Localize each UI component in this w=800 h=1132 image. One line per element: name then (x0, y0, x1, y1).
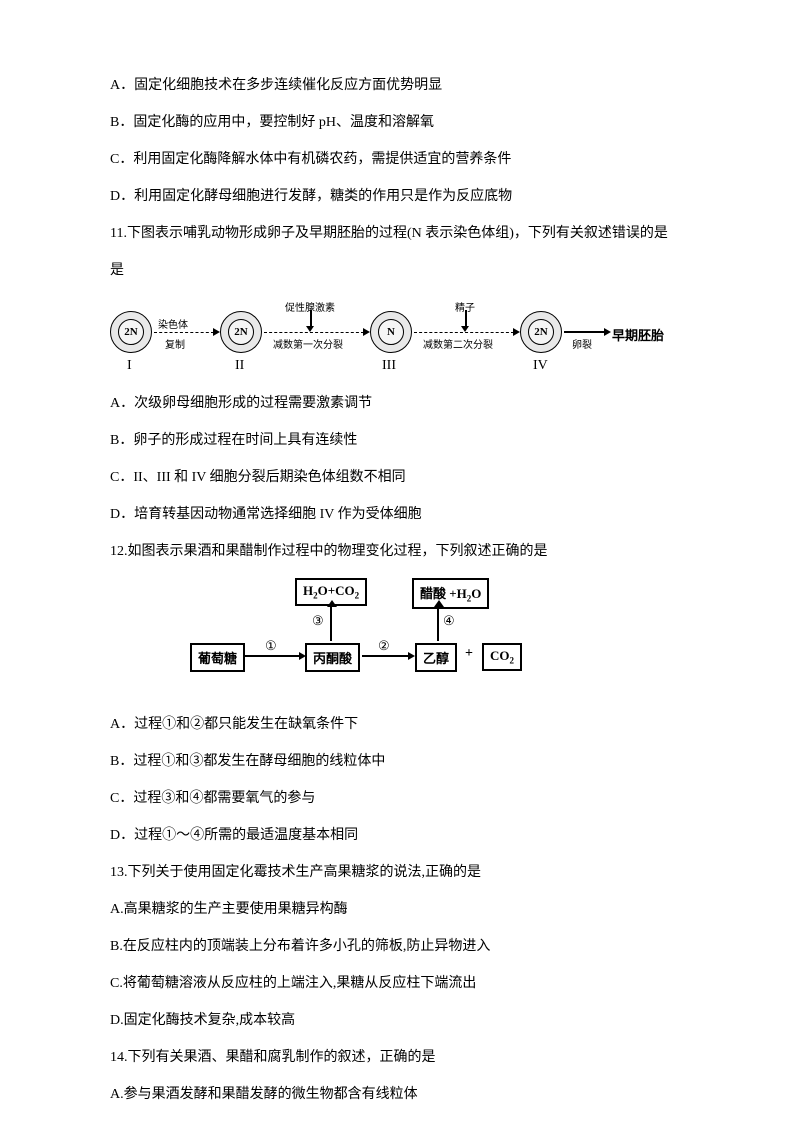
box-co2: CO2 (482, 643, 522, 671)
arrow-head-2-3 (363, 328, 370, 336)
option-c-q10: C．利用固定化酶降解水体中有机磷农药，需提供适宜的营养条件 (110, 149, 690, 170)
option-b-q13: B.在反应柱内的顶端装上分布着许多小孔的筛板,防止异物进入 (110, 936, 690, 957)
option-a-q13: A.高果糖浆的生产主要使用果糖异构酶 (110, 899, 690, 920)
cell-2-inner: 2N (228, 319, 254, 345)
option-c-q12: C．过程③和④都需要氧气的参与 (110, 788, 690, 809)
arrow-head-glucose-pyruvate (299, 652, 306, 660)
arrow-glucose-pyruvate (245, 655, 301, 657)
label-step3-bot: 减数第二次分裂 (423, 336, 493, 351)
stem-q11-cont: 是 (110, 260, 690, 281)
label-step2-bot: 减数第一次分裂 (273, 336, 343, 351)
roman-2: II (235, 358, 244, 374)
fermentation-diagram: H2O+CO2 醋酸 +H2O 葡萄糖 丙酮酸 乙醇 + CO2 ① ② ③ ④ (110, 578, 690, 698)
option-b-q12: B．过程①和③都发生在酵母细胞的线粒体中 (110, 751, 690, 772)
option-c-q13: C.将葡萄糖溶液从反应柱的上端注入,果糖从反应柱下端流出 (110, 973, 690, 994)
label-step1-bot: 复制 (165, 336, 185, 351)
stem-q11: 11.下图表示哺乳动物形成卵子及早期胚胎的过程(N 表示染色体组)，下列有关叙述… (110, 223, 690, 244)
arrow-ethanol-acetic (437, 605, 439, 641)
stem-q12: 12.如图表示果酒和果醋制作过程中的物理变化过程，下列叙述正确的是 (110, 541, 690, 562)
box-acetic: 醋酸 +H2O (412, 578, 489, 609)
arrow-pyruvate-h2oco2 (330, 605, 332, 641)
option-a-q14: A.参与果酒发酵和果醋发酵的微生物都含有线粒体 (110, 1084, 690, 1105)
num-1: ① (265, 638, 277, 654)
arrow-head-pyruvate-ethanol (408, 652, 415, 660)
option-b-q10: B．固定化酶的应用中，要控制好 pH、温度和溶解氧 (110, 112, 690, 133)
arrow-head-1-2 (213, 328, 220, 336)
cell-4-inner: 2N (528, 319, 554, 345)
box-ethanol: 乙醇 (415, 643, 457, 672)
label-step4-bot: 卵裂 (572, 336, 592, 351)
roman-1: I (127, 358, 132, 374)
cell-1-inner: 2N (118, 319, 144, 345)
plus-sign: + (465, 646, 473, 662)
option-a-q10: A．固定化细胞技术在多步连续催化反应方面优势明显 (110, 75, 690, 96)
option-d-q12: D．过程①～④所需的最适温度基本相同 (110, 825, 690, 846)
label-step1-top: 染色体 (158, 316, 188, 331)
box-glucose: 葡萄糖 (190, 643, 245, 672)
num-2: ② (378, 638, 390, 654)
option-a-q12: A．过程①和②都只能发生在缺氧条件下 (110, 714, 690, 735)
arrow-head-up-4 (434, 600, 444, 607)
option-b-q11: B．卵子的形成过程在时间上具有连续性 (110, 430, 690, 451)
cell-development-diagram: 2N 2N N 2N 染色体 复制 促性腺激素 减数第一次分裂 精子 减数第二次… (110, 297, 690, 377)
option-c-q11: C．II、III 和 IV 细胞分裂后期染色体组数不相同 (110, 467, 690, 488)
arrow-2-3 (264, 332, 364, 333)
arrow-3-4 (414, 332, 514, 333)
cell-3-inner: N (378, 319, 404, 345)
arrow-head-4-result (604, 328, 611, 336)
arrow-head-up-3 (327, 600, 337, 607)
box-pyruvate: 丙酮酸 (305, 643, 360, 672)
option-a-q11: A．次级卵母细胞形成的过程需要激素调节 (110, 393, 690, 414)
roman-4: IV (533, 358, 548, 374)
sperm-arrow-head (461, 326, 469, 332)
num-4: ④ (443, 613, 455, 629)
num-3: ③ (312, 613, 324, 629)
option-d-q13: D.固定化酶技术复杂,成本较高 (110, 1010, 690, 1031)
arrow-pyruvate-ethanol (362, 655, 410, 657)
arrow-4-result (564, 331, 604, 333)
hormone-arrow-head (306, 326, 314, 332)
roman-3: III (382, 358, 396, 374)
stem-q13: 13.下列关于使用固定化霉技术生产高果糖浆的说法,正确的是 (110, 862, 690, 883)
option-d-q11: D．培育转基因动物通常选择细胞 IV 作为受体细胞 (110, 504, 690, 525)
option-d-q10: D．利用固定化酵母细胞进行发酵，糖类的作用只是作为反应底物 (110, 186, 690, 207)
arrow-head-3-4 (513, 328, 520, 336)
arrow-1-2 (154, 332, 214, 333)
label-result: 早期胚胎 (612, 325, 664, 344)
stem-q14: 14.下列有关果酒、果醋和腐乳制作的叙述，正确的是 (110, 1047, 690, 1068)
